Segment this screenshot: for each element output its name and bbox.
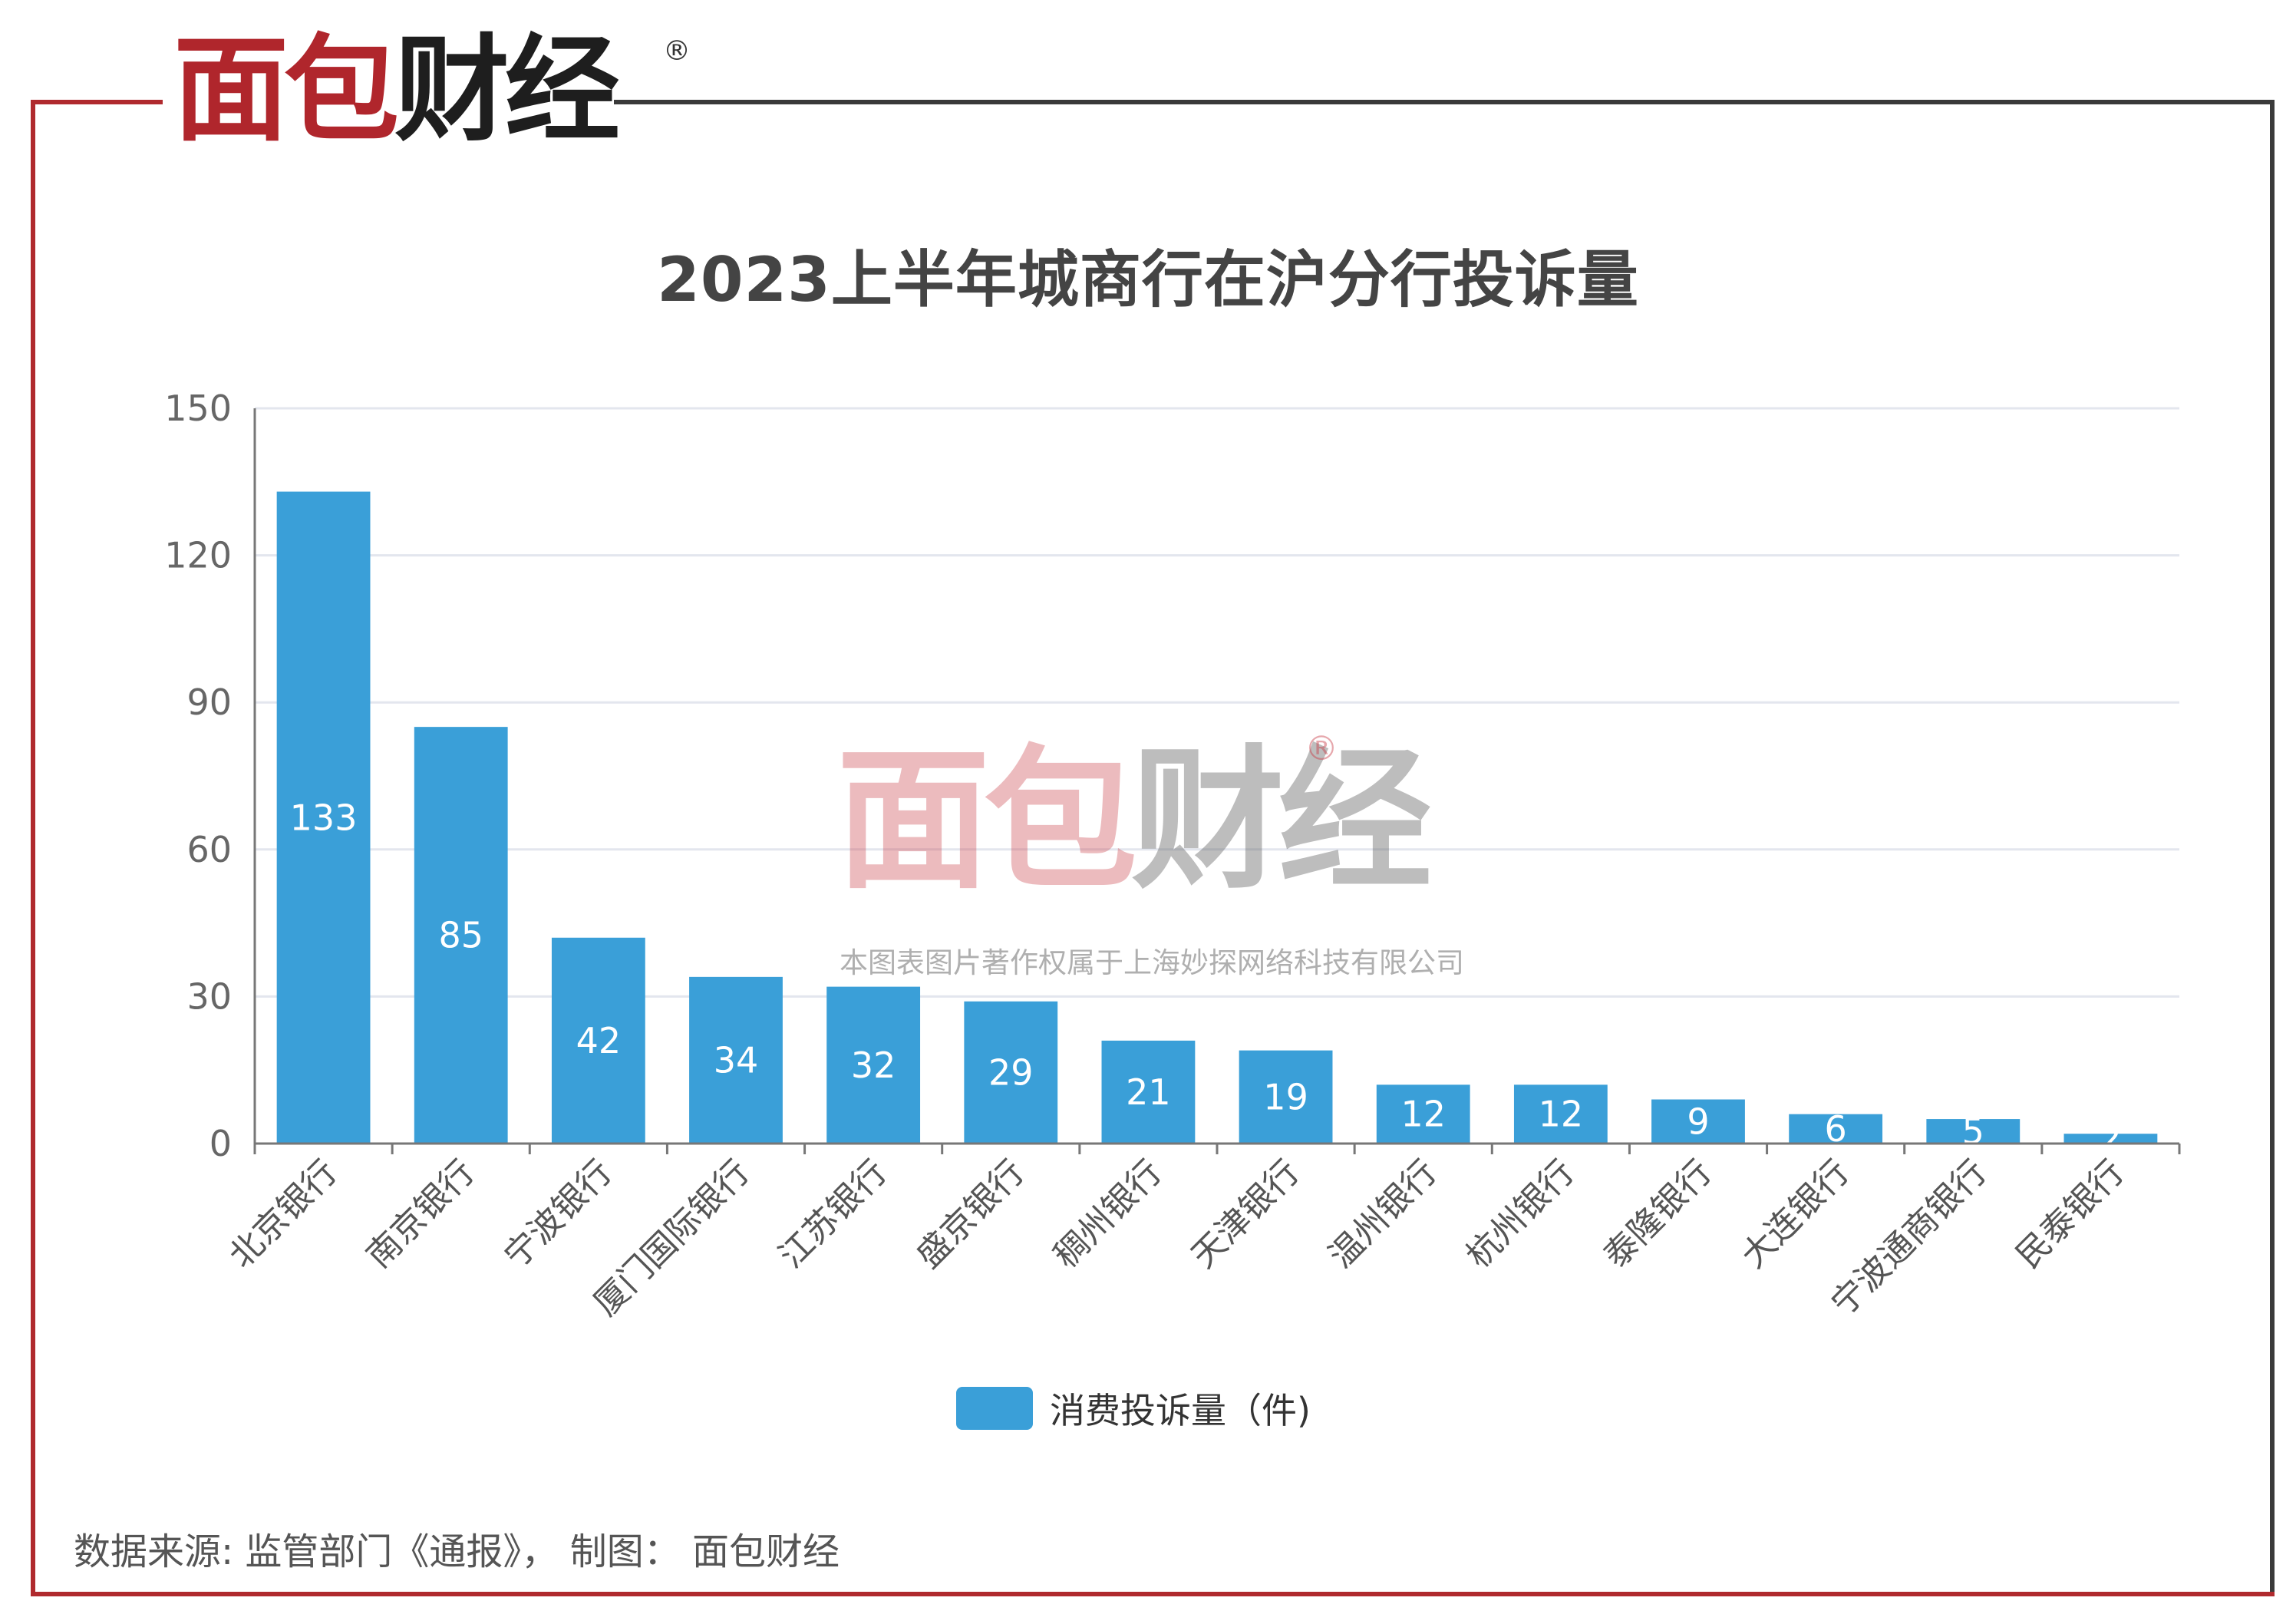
frame-top-right-dark (614, 100, 2275, 104)
bar-value-label: 34 (714, 1039, 759, 1081)
y-tick-label: 120 (164, 535, 232, 576)
bar (1926, 1119, 2021, 1144)
bar-value-label: 19 (1263, 1076, 1308, 1117)
y-tick-label: 90 (186, 682, 232, 723)
bar-value-label: 85 (438, 915, 483, 956)
bar (414, 727, 508, 1144)
bar-value-label: 29 (988, 1051, 1034, 1093)
legend-swatch (956, 1387, 1033, 1430)
legend-label: 消费投诉量（件) (1050, 1390, 1311, 1431)
bar (1101, 1040, 1196, 1144)
bar-value-label: 12 (1400, 1094, 1446, 1135)
x-tick-label: 杭州银行 (1459, 1153, 1582, 1276)
x-tick-label: 南京银行 (359, 1153, 483, 1276)
bar (1651, 1099, 1745, 1144)
bar (551, 937, 645, 1144)
y-tick-label: 0 (209, 1123, 232, 1164)
brand-logo: 面包财经 ® (173, 21, 691, 160)
x-tick-label: 江苏银行 (771, 1153, 895, 1276)
x-tick-label: 北京银行 (222, 1153, 345, 1276)
bar (1789, 1114, 1883, 1144)
bar (964, 1001, 1058, 1144)
bar (689, 976, 783, 1144)
frame-left (31, 100, 35, 1596)
y-tick-label: 30 (186, 975, 232, 1017)
chart-title: 2023上半年城商行在沪分行投诉量 (657, 244, 1639, 315)
logo-text-dark: 财经 (394, 24, 620, 157)
x-tick-label: 宁波银行 (496, 1153, 620, 1276)
x-tick-label: 温州银行 (1321, 1153, 1445, 1276)
chart-legend[interactable]: 消费投诉量（件) (956, 1381, 1311, 1435)
x-tick-label: 泰隆银行 (1596, 1153, 1720, 1276)
source-note: 数据来源: 监管部门《通报》， 制图： 面包财经 (74, 1530, 840, 1573)
bar-value-label: 9 (1687, 1101, 1709, 1142)
bar-value-label: 42 (576, 1020, 622, 1061)
frame-right (2270, 100, 2275, 1596)
x-tick-label: 民泰银行 (2009, 1153, 2133, 1276)
frame-top-left-red (31, 100, 163, 104)
bar (1513, 1084, 1608, 1144)
bar-value-label: 133 (290, 797, 358, 838)
bar-value-label: 32 (851, 1045, 896, 1086)
bar (276, 491, 371, 1144)
x-tick-label: 大连银行 (1734, 1153, 1857, 1276)
bar-value-label: 2 (2100, 1118, 2122, 1160)
bar (826, 986, 921, 1144)
x-tick-label: 稠州银行 (1047, 1153, 1170, 1276)
bar (1239, 1050, 1333, 1144)
logo-text-red: 面包 (173, 24, 399, 157)
bar-value-label: 5 (1962, 1111, 1984, 1152)
x-tick-label: 天津银行 (1184, 1153, 1308, 1276)
logo-wordmark: 面包财经 (173, 21, 620, 160)
bar-value-label: 21 (1126, 1071, 1171, 1113)
bar-value-label: 12 (1539, 1094, 1584, 1135)
y-tick-label: 60 (186, 829, 232, 870)
bar (2063, 1134, 2158, 1144)
bar (1376, 1084, 1470, 1144)
x-tick-label: 盛京银行 (909, 1153, 1033, 1276)
y-tick-label: 150 (164, 388, 232, 429)
frame-bottom (31, 1592, 2275, 1596)
registered-mark: ® (663, 35, 691, 67)
